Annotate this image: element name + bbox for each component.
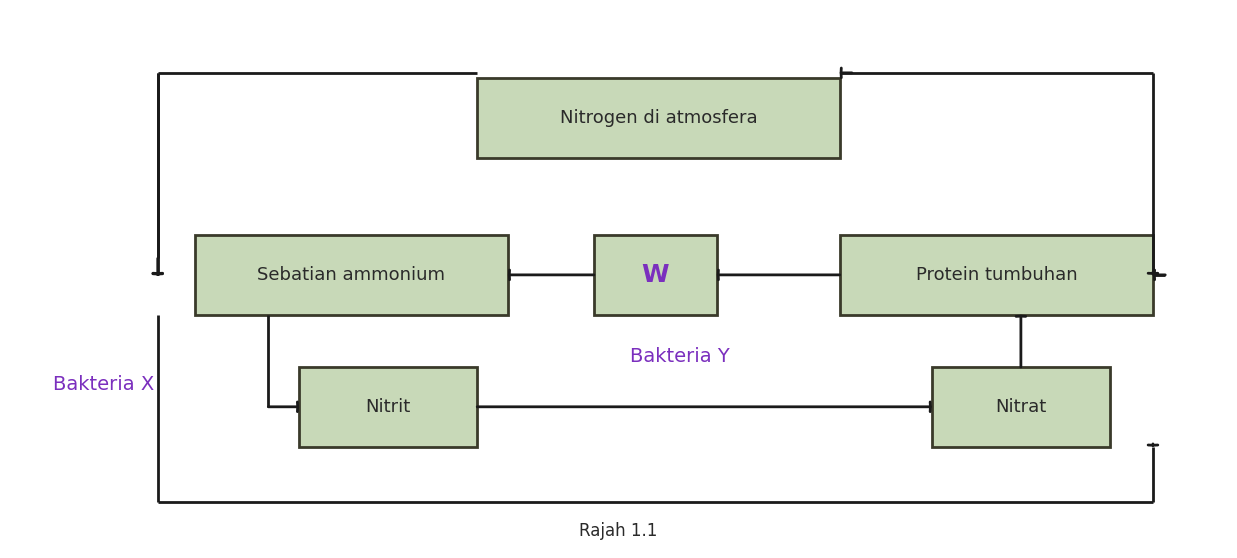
- Text: W: W: [642, 263, 669, 287]
- FancyBboxPatch shape: [840, 235, 1153, 315]
- Text: Bakteria X: Bakteria X: [53, 376, 155, 395]
- FancyBboxPatch shape: [299, 367, 477, 446]
- FancyBboxPatch shape: [194, 235, 508, 315]
- Text: Nitrit: Nitrit: [365, 398, 411, 416]
- Text: Nitrogen di atmosfera: Nitrogen di atmosfera: [559, 109, 757, 127]
- FancyBboxPatch shape: [594, 235, 716, 315]
- Text: Rajah 1.1: Rajah 1.1: [579, 522, 658, 540]
- FancyBboxPatch shape: [477, 78, 840, 158]
- Text: Sebatian ammonium: Sebatian ammonium: [257, 266, 445, 284]
- FancyBboxPatch shape: [931, 367, 1110, 446]
- Text: Protein tumbuhan: Protein tumbuhan: [915, 266, 1077, 284]
- Text: Bakteria Y: Bakteria Y: [630, 347, 730, 365]
- Text: Nitrat: Nitrat: [996, 398, 1047, 416]
